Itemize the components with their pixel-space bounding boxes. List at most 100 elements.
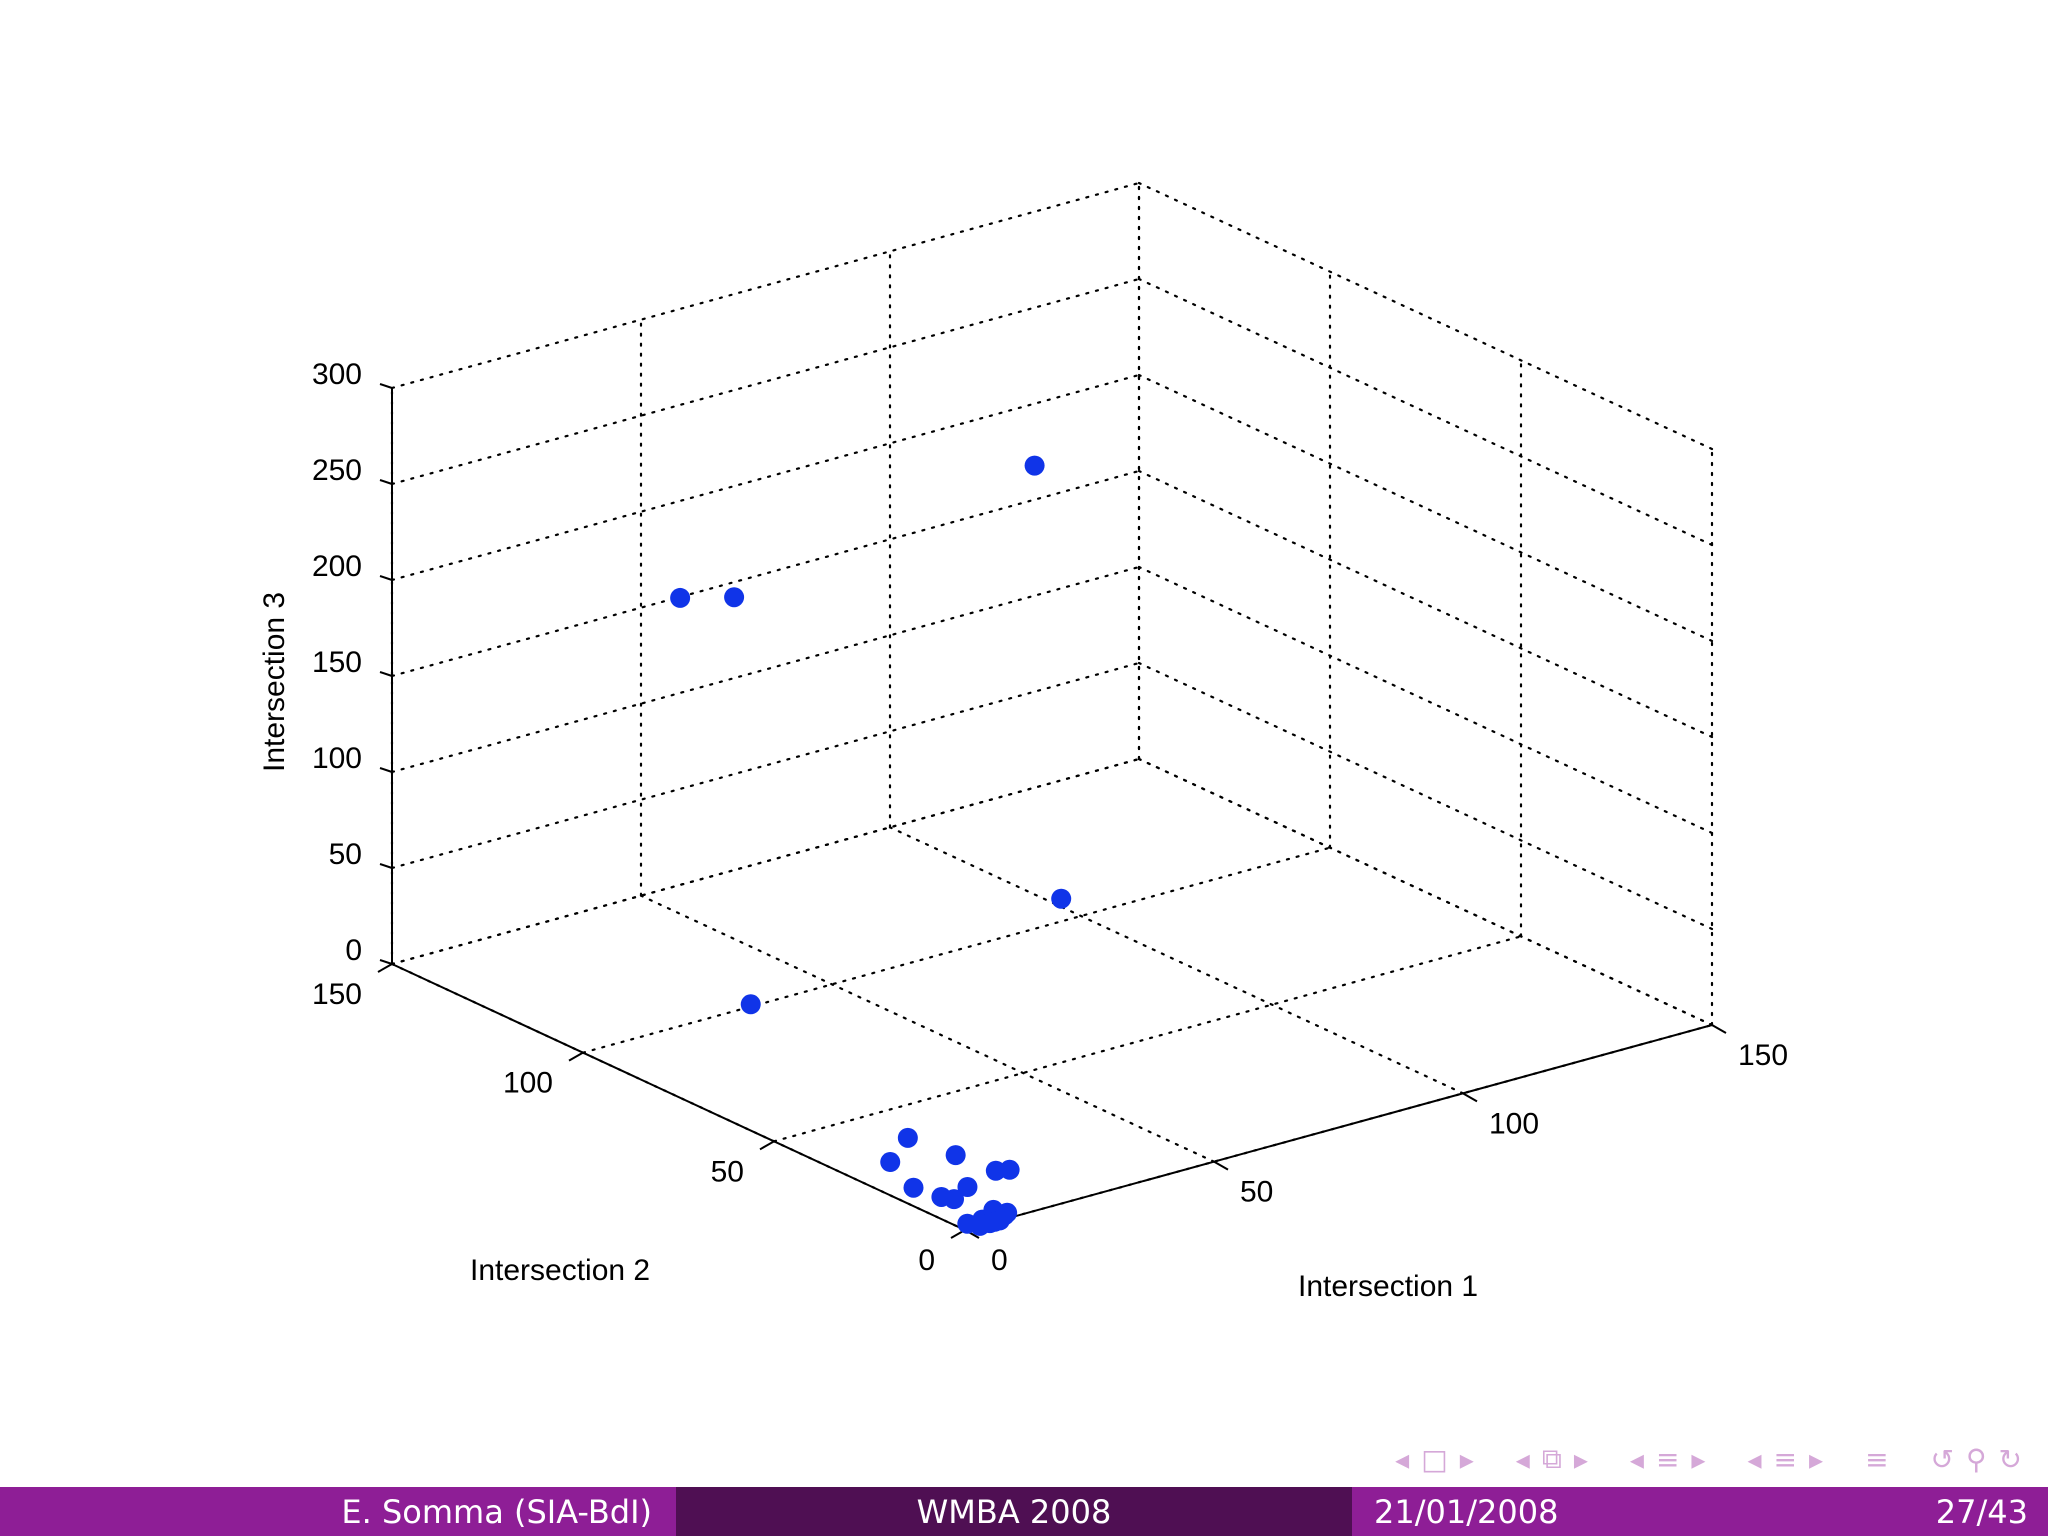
side-wall-grid-line xyxy=(1137,757,1714,1027)
y-tick-label: 50 xyxy=(711,1155,744,1188)
z-tick-mark xyxy=(379,575,393,581)
axes xyxy=(377,383,1727,1239)
data-point xyxy=(1024,455,1045,476)
data-point xyxy=(969,1215,990,1236)
z-tick-label: 0 xyxy=(345,934,362,967)
back-wall-grid-line xyxy=(390,661,1141,870)
next-section-icon[interactable]: ▸ xyxy=(1691,1442,1706,1476)
z-tick-mark xyxy=(379,383,393,389)
event-text: WMBA 2008 xyxy=(916,1492,1112,1531)
floor-grid-line xyxy=(639,894,1216,1163)
x-tick-mark xyxy=(1711,1024,1727,1034)
z-tick-mark xyxy=(379,767,393,773)
section-nav: ◂ ≡ ▸ xyxy=(1624,1443,1712,1476)
beamer-navigation: ◂ □ ▸ ◂ ⧉ ▸ ◂ ≡ ▸ ◂ ≡ ▸ ≡ ↺ ⚲ ↻ xyxy=(1359,1442,2028,1476)
section-list-icon[interactable]: ≡ xyxy=(1655,1442,1680,1476)
data-point xyxy=(670,587,691,608)
prev-frame-icon[interactable]: ◂ xyxy=(1395,1442,1410,1476)
x-tick-mark xyxy=(1213,1160,1229,1171)
side-wall-grid-line xyxy=(1137,469,1714,739)
subsection-nav: ◂ ⧉ ▸ xyxy=(1510,1442,1594,1476)
side-wall-grid-line xyxy=(1137,373,1714,643)
data-point xyxy=(945,1145,966,1166)
next-subsection-icon[interactable]: ▸ xyxy=(1573,1442,1588,1476)
x-axis-line xyxy=(964,1024,1713,1231)
data-point xyxy=(999,1159,1020,1180)
back-wall-grid-line xyxy=(390,757,1141,966)
z-tick-label: 100 xyxy=(312,742,362,775)
data-point xyxy=(724,587,745,608)
y-tick-label: 150 xyxy=(312,978,362,1011)
x-tick-label: 0 xyxy=(991,1244,1008,1277)
y-tick-mark xyxy=(759,1140,775,1151)
data-point xyxy=(903,1177,924,1198)
floor-grid-line xyxy=(888,826,1465,1095)
floor-grid-line xyxy=(772,935,1523,1143)
prev-section-icon[interactable]: ◂ xyxy=(1629,1442,1644,1476)
grid xyxy=(390,181,1714,1232)
floor-grid-line xyxy=(581,846,1332,1054)
align-icon[interactable]: ≡ xyxy=(1865,1442,1889,1476)
footer-author: E. Somma (SIA-BdI) xyxy=(0,1487,676,1536)
y-axis-label: Intersection 2 xyxy=(470,1254,650,1287)
back-wall-grid-line xyxy=(390,373,1141,582)
z-tick-label: 300 xyxy=(312,358,362,391)
tools-nav: ↺ ⚲ ↻ xyxy=(1925,1443,2028,1476)
date-text: 21/01/2008 xyxy=(1374,1492,1559,1531)
y-tick-label: 0 xyxy=(918,1244,935,1277)
side-wall-grid-line xyxy=(1137,277,1714,547)
footer-bar: E. Somma (SIA-BdI) WMBA 2008 21/01/2008 … xyxy=(0,1487,2048,1536)
search-icon[interactable]: ⚲ xyxy=(1966,1442,1987,1476)
x-tick-label: 50 xyxy=(1240,1176,1273,1209)
tick-labels: 0 50 100 150 0 50 100 150 0 50 100 150 200 250 300 xyxy=(312,358,1788,1277)
z-tick-mark xyxy=(379,671,393,677)
z-tick-label: 250 xyxy=(312,454,362,487)
stack-icon[interactable]: ⧉ xyxy=(1541,1442,1562,1475)
back-wall-grid-line xyxy=(390,277,1141,486)
footer-date: 21/01/2008 27/43 xyxy=(1352,1487,2048,1536)
next-doc-icon[interactable]: ▸ xyxy=(1809,1442,1824,1476)
z-tick-label: 150 xyxy=(312,646,362,679)
floor-grid-line xyxy=(1137,757,1714,1027)
doc-list-icon[interactable]: ≡ xyxy=(1773,1442,1798,1476)
forward-loop-icon[interactable]: ↻ xyxy=(1998,1442,2022,1476)
author-text: E. Somma (SIA-BdI) xyxy=(341,1492,652,1531)
page-number: 27/43 xyxy=(1935,1492,2028,1531)
y-tick-label: 100 xyxy=(503,1067,553,1100)
x-tick-label: 150 xyxy=(1738,1039,1788,1072)
side-wall-grid-line xyxy=(1137,661,1714,931)
back-wall-grid-line xyxy=(390,181,1141,390)
next-frame-icon[interactable]: ▸ xyxy=(1459,1442,1474,1476)
data-point xyxy=(957,1177,978,1197)
side-wall-grid-line xyxy=(1137,565,1714,835)
y-axis-line xyxy=(391,963,966,1231)
data-point xyxy=(897,1127,918,1148)
back-wall-grid-line xyxy=(390,469,1141,678)
z-tick-mark xyxy=(379,479,393,485)
frame-nav: ◂ □ ▸ xyxy=(1389,1443,1480,1476)
x-axis-label: Intersection 1 xyxy=(1298,1270,1478,1303)
z-tick-label: 50 xyxy=(329,838,362,871)
footer-event: WMBA 2008 xyxy=(676,1487,1352,1536)
back-loop-icon[interactable]: ↺ xyxy=(1930,1442,1955,1476)
x-tick-mark xyxy=(1462,1092,1478,1103)
data-point xyxy=(944,1189,965,1210)
z-tick-mark xyxy=(379,959,393,965)
data-point xyxy=(740,994,761,1015)
y-tick-mark xyxy=(568,1051,584,1062)
frame-icon[interactable]: □ xyxy=(1421,1442,1448,1476)
prev-doc-icon[interactable]: ◂ xyxy=(1747,1442,1762,1476)
z-tick-label: 200 xyxy=(312,550,362,583)
side-wall-grid-line xyxy=(1137,181,1714,451)
y-tick-mark xyxy=(377,963,393,973)
document-nav: ◂ ≡ ▸ xyxy=(1741,1443,1829,1476)
data-point xyxy=(880,1152,901,1173)
prev-subsection-icon[interactable]: ◂ xyxy=(1515,1442,1530,1476)
align-nav: ≡ xyxy=(1859,1443,1894,1476)
z-axis-label: Intersection 3 xyxy=(258,592,291,772)
back-wall-grid-line xyxy=(390,565,1141,774)
data-point xyxy=(1051,888,1072,909)
data-points xyxy=(670,455,1072,1236)
x-tick-label: 100 xyxy=(1489,1107,1539,1140)
